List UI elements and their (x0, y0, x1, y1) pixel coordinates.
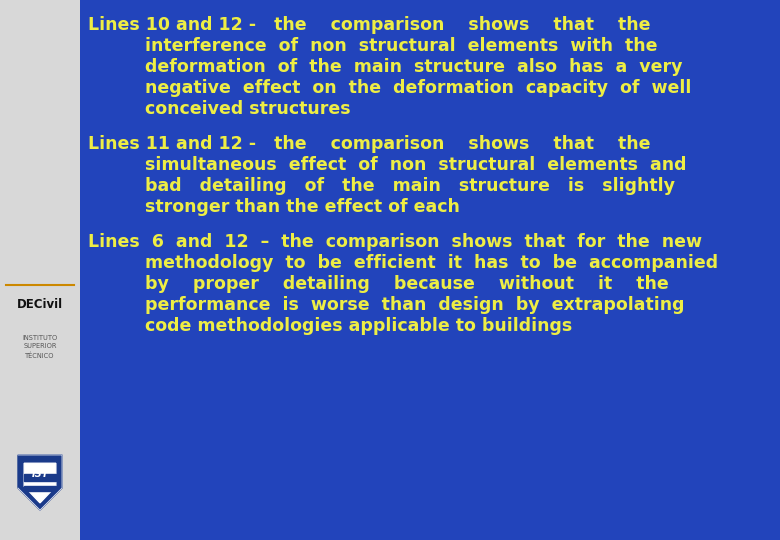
Text: bad   detailing   of   the   main   structure   is   slightly: bad detailing of the main structure is s… (145, 177, 675, 195)
Text: conceived structures: conceived structures (145, 100, 351, 118)
Text: deformation  of  the  main  structure  also  has  a  very: deformation of the main structure also h… (145, 58, 683, 76)
Text: negative  effect  on  the  deformation  capacity  of  well: negative effect on the deformation capac… (145, 79, 691, 97)
Polygon shape (18, 455, 62, 510)
Text: IST: IST (31, 469, 48, 480)
Text: DECivil: DECivil (17, 298, 63, 311)
Text: Lines 11 and 12 -   the    comparison    shows    that    the: Lines 11 and 12 - the comparison shows t… (88, 135, 651, 153)
Text: methodology  to  be  efficient  it  has  to  be  accompanied: methodology to be efficient it has to be… (145, 254, 718, 272)
Text: stronger than the effect of each: stronger than the effect of each (145, 198, 460, 216)
Polygon shape (24, 486, 56, 491)
Polygon shape (24, 463, 56, 503)
Text: INSTITUTO
SUPERIOR
TÉCNICO: INSTITUTO SUPERIOR TÉCNICO (23, 335, 58, 359)
Text: Lines 10 and 12 -   the    comparison    shows    that    the: Lines 10 and 12 - the comparison shows t… (88, 16, 651, 34)
Bar (0, 0, 80, 540)
Text: code methodologies applicable to buildings: code methodologies applicable to buildin… (145, 317, 573, 335)
Text: interference  of  non  structural  elements  with  the: interference of non structural elements … (145, 37, 658, 55)
Text: performance  is  worse  than  design  by  extrapolating: performance is worse than design by extr… (145, 296, 685, 314)
Text: Lines  6  and  12  –  the  comparison  shows  that  for  the  new: Lines 6 and 12 – the comparison shows th… (88, 233, 702, 251)
Polygon shape (24, 474, 56, 481)
Text: simultaneous  effect  of  non  structural  elements  and: simultaneous effect of non structural el… (145, 156, 686, 174)
Text: by    proper    detailing    because    without    it    the: by proper detailing because without it t… (145, 275, 668, 293)
